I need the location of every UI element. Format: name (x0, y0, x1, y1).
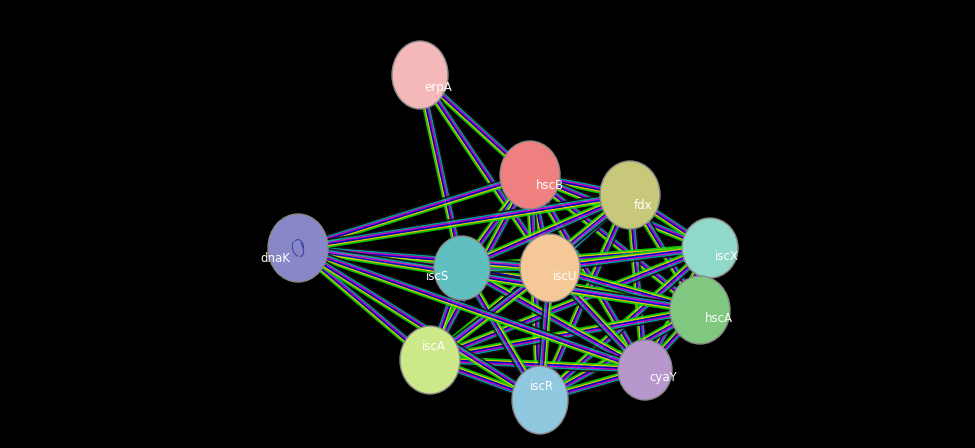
Text: cyaY: cyaY (649, 371, 677, 384)
Ellipse shape (600, 161, 660, 229)
Text: iscR: iscR (530, 379, 554, 392)
Ellipse shape (682, 218, 738, 278)
Text: iscA: iscA (422, 340, 446, 353)
Ellipse shape (400, 326, 460, 394)
Text: iscS: iscS (426, 270, 449, 283)
Ellipse shape (670, 276, 730, 344)
Ellipse shape (392, 41, 448, 109)
Ellipse shape (500, 141, 560, 209)
Ellipse shape (434, 236, 490, 300)
Ellipse shape (268, 214, 328, 282)
Ellipse shape (520, 234, 580, 302)
Text: dnaK: dnaK (260, 251, 290, 264)
Text: hscA: hscA (705, 311, 733, 324)
Ellipse shape (512, 366, 568, 434)
Text: erpA: erpA (424, 81, 451, 94)
Ellipse shape (618, 340, 672, 400)
Text: iscU: iscU (553, 270, 577, 283)
Text: hscB: hscB (536, 178, 565, 191)
Text: fdx: fdx (634, 198, 652, 211)
Text: iscX: iscX (715, 250, 739, 263)
